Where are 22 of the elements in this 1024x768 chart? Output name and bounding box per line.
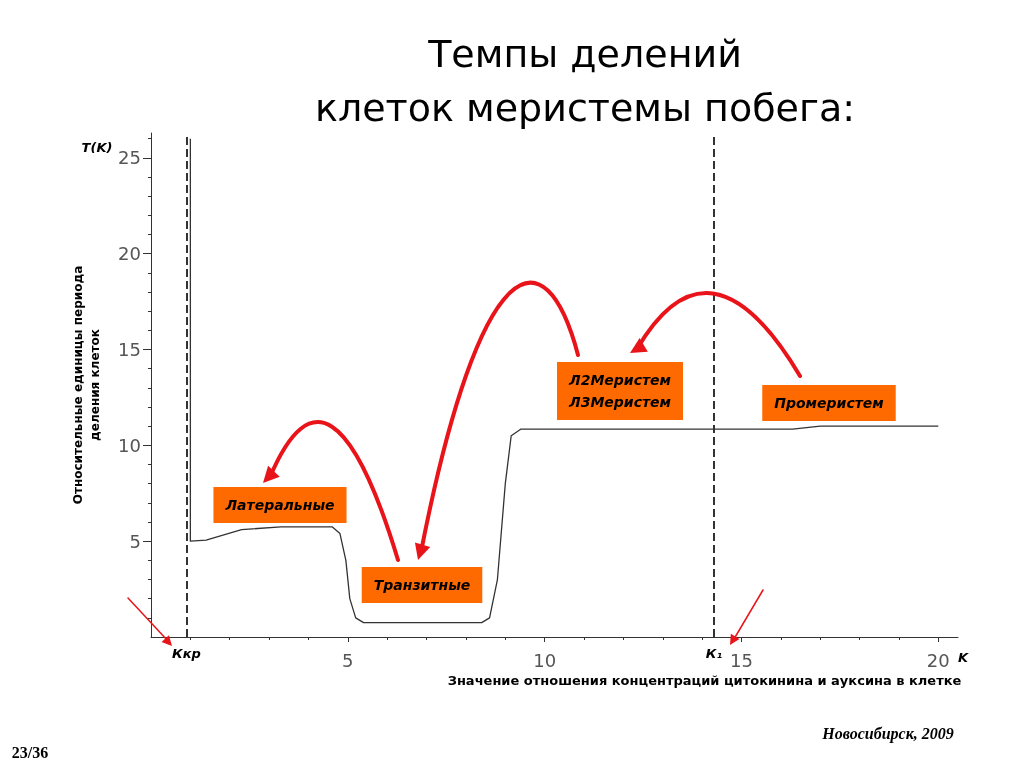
- annotation: Латеральные: [224, 497, 335, 513]
- x-axis-title: Значение отношения концентраций цитокинина и ауксина в клетке: [447, 672, 962, 688]
- y-axis-title: Относительные единицы периода деления клеток: [70, 265, 102, 505]
- y-tick-label: 10: [118, 434, 141, 456]
- text: Новосибирск, 2009: [821, 724, 954, 743]
- x-tick-label: 10: [533, 649, 557, 671]
- y-tick-label: 25: [118, 147, 141, 169]
- annotation: Транзитные: [373, 577, 471, 593]
- annotation: Л2Меристем Л3Меристем: [568, 372, 671, 410]
- annotation: Промеристем: [774, 395, 884, 411]
- x-tick-label: 15: [730, 649, 753, 671]
- ref-line-label: Ккр: [172, 646, 201, 661]
- text: 23/36: [11, 743, 49, 761]
- text: T(K): [81, 139, 113, 155]
- x-tick-label: 20: [926, 649, 950, 671]
- ref-line-label: К₁: [705, 646, 723, 661]
- text: K: [957, 649, 969, 665]
- y-tick-label: 15: [118, 339, 141, 361]
- y-tick-label: 20: [118, 243, 141, 265]
- y-tick-label: 5: [129, 530, 141, 552]
- chart-title: Темпы делений клеток меристемы побега:: [314, 32, 856, 130]
- x-tick-label: 5: [342, 649, 354, 671]
